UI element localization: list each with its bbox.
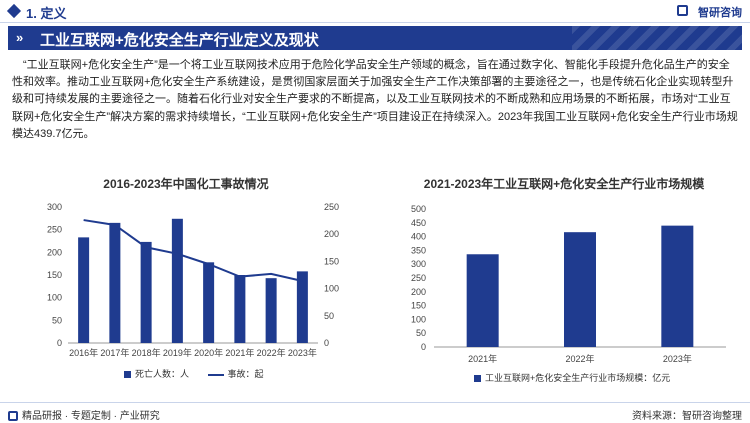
- legend-label: 事故：起: [227, 369, 264, 379]
- bar-market-size: [661, 225, 694, 347]
- x-tick-label: 2020年: [194, 347, 223, 358]
- y-tick-label-left: 100: [47, 293, 62, 303]
- y-tick-label: 450: [411, 218, 426, 228]
- x-tick-label: 2023年: [288, 347, 317, 358]
- y-tick-label-left: 200: [47, 247, 62, 257]
- y-tick-label: 200: [411, 287, 426, 297]
- footer-tagline-text: 精品研报 · 专题定制 · 产业研究: [22, 411, 160, 422]
- banner-stripes: [572, 26, 742, 50]
- footer-tagline: 精品研报 · 专题定制 · 产业研究: [8, 407, 160, 422]
- legend-item-accidents: 事故：起: [207, 369, 264, 379]
- y-tick-label: 300: [411, 259, 426, 269]
- y-tick-label: 50: [416, 328, 426, 338]
- x-tick-label: 2019年: [163, 347, 192, 358]
- title-banner: » 工业互联网+危化安全生产行业定义及现状: [8, 26, 742, 50]
- x-tick-label: 2021年: [468, 353, 497, 364]
- bar-market-size: [564, 232, 596, 347]
- y-tick-label-left: 0: [57, 338, 62, 348]
- y-tick-label-left: 250: [47, 225, 62, 235]
- x-tick-label: 2023年: [663, 353, 692, 364]
- x-tick-label: 2022年: [565, 353, 594, 364]
- bar-deaths: [109, 222, 121, 343]
- legend-label: 死亡人数：人: [135, 369, 190, 379]
- y-tick-label-right: 0: [324, 338, 329, 348]
- brand-logo-icon: [8, 411, 18, 422]
- bar-deaths: [203, 262, 215, 343]
- bar-deaths: [140, 241, 152, 343]
- x-tick-label: 2017年: [100, 347, 129, 358]
- legend-label: 工业互联网+危化安全生产行业市场规模：亿元: [485, 373, 671, 383]
- chevron-right-icon: »: [16, 30, 24, 45]
- y-tick-label-left: 150: [47, 270, 62, 280]
- legend-swatch-line: [207, 373, 224, 376]
- y-tick-label: 400: [411, 232, 426, 242]
- y-tick-label-right: 200: [324, 229, 339, 239]
- bar-deaths: [78, 237, 90, 343]
- brand-name: 智研咨询: [698, 7, 742, 19]
- x-tick-label: 2018年: [132, 347, 161, 358]
- header-divider: [0, 22, 750, 23]
- y-tick-label-left: 300: [47, 202, 62, 212]
- bar-deaths: [171, 218, 183, 343]
- y-tick-label-right: 250: [324, 202, 339, 212]
- chart-market-svg: 0 50 100 150 200 250 300 350 400 450 500 2021年 2022年…: [411, 204, 726, 364]
- y-tick-label-right: 150: [324, 256, 339, 266]
- line-accidents: [83, 219, 303, 282]
- y-tick-label-right: 50: [324, 311, 334, 321]
- chart-panel-market-size: 2021-2023年工业互联网+危化安全生产行业市场规模 0 50 100 150 20…: [382, 165, 746, 393]
- x-tick-label: 2022年: [257, 347, 286, 358]
- section-label: 1. 定义: [26, 6, 67, 21]
- legend-item-deaths: 死亡人数：人: [124, 369, 189, 379]
- y-tick-label: 150: [411, 301, 426, 311]
- page-title: 工业互联网+危化安全生产行业定义及现状: [40, 32, 319, 49]
- chart-panel-accidents: 2016-2023年中国化工事故情况 0 50 100 150 200 250 300 0 50…: [4, 165, 368, 393]
- chart-legend: 死亡人数：人 事故：起: [124, 367, 280, 380]
- footer-source: 资料来源：智研咨询整理: [632, 411, 742, 422]
- y-tick-label: 500: [411, 204, 426, 214]
- y-tick-label: 100: [411, 314, 426, 324]
- chart-legend: 工业互联网+危化安全生产行业市场规模：亿元: [474, 371, 686, 384]
- y-tick-label: 250: [411, 273, 426, 283]
- y-tick-label-right: 100: [324, 284, 339, 294]
- bar-deaths: [296, 271, 308, 343]
- bar-deaths: [234, 275, 246, 343]
- bar-deaths: [265, 278, 277, 343]
- y-tick-label: 0: [421, 342, 426, 352]
- y-tick-label-left: 50: [52, 315, 62, 325]
- legend-swatch-bar: [474, 375, 481, 383]
- brand-logo-icon: [677, 5, 688, 16]
- chart-title: 2016-2023年中国化工事故情况: [103, 177, 269, 191]
- bar-market-size: [466, 254, 499, 347]
- legend-swatch-bar: [124, 371, 131, 379]
- x-tick-label: 2016年: [69, 347, 98, 358]
- chart-title: 2021-2023年工业互联网+危化安全生产行业市场规模: [423, 177, 705, 191]
- body-paragraph: “工业互联网+危化安全生产”是一个将工业互联网技术应用于危险化学品安全生产领域的…: [12, 59, 738, 140]
- footer-bar: 精品研报 · 专题定制 · 产业研究 资料来源：智研咨询整理: [0, 402, 750, 423]
- header-bar: 1. 定义 智研咨询: [0, 0, 750, 22]
- legend-item-market: 工业互联网+危化安全生产行业市场规模：亿元: [474, 373, 670, 383]
- section-diamond-icon: [6, 3, 22, 19]
- y-tick-label: 350: [411, 245, 426, 255]
- x-tick-label: 2021年: [225, 347, 254, 358]
